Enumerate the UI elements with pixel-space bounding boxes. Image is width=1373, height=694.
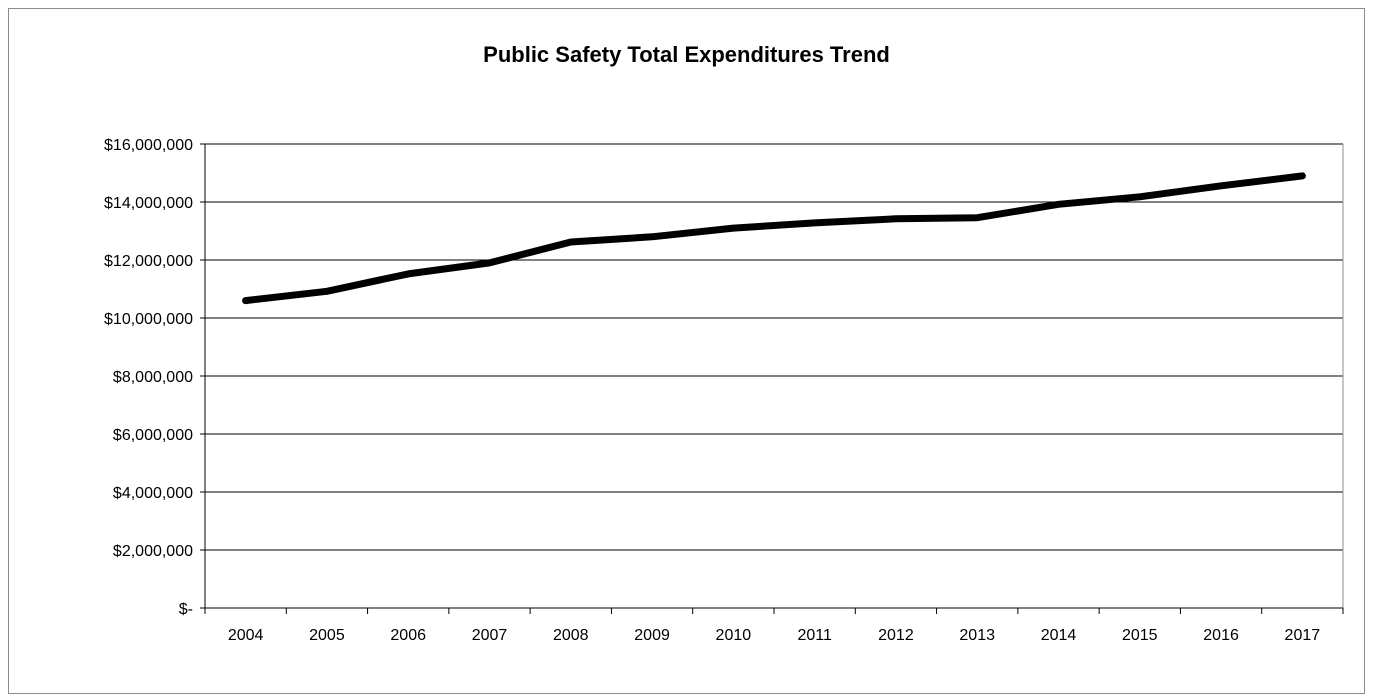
x-tick-label: 2004 (228, 627, 264, 644)
x-tick-label: 2010 (716, 627, 752, 644)
x-tick-label: 2005 (309, 627, 345, 644)
x-tick-label: 2014 (1041, 627, 1077, 644)
chart-frame (8, 8, 1365, 694)
x-tick-label: 2006 (390, 627, 426, 644)
y-tick-label: $8,000,000 (113, 369, 193, 386)
y-tick-label: $6,000,000 (113, 427, 193, 444)
x-tick-label: 2013 (959, 627, 995, 644)
y-tick-label: $4,000,000 (113, 485, 193, 502)
x-tick-label: 2015 (1122, 627, 1158, 644)
y-tick-label: $16,000,000 (104, 137, 193, 154)
x-tick-label: 2011 (797, 627, 832, 644)
x-tick-label: 2007 (472, 627, 508, 644)
y-tick-label: $14,000,000 (104, 195, 193, 212)
y-tick-label: $2,000,000 (113, 543, 193, 560)
x-tick-label: 2017 (1285, 627, 1321, 644)
x-tick-label: 2008 (553, 627, 589, 644)
chart-title: Public Safety Total Expenditures Trend (483, 42, 890, 67)
x-tick-label: 2009 (634, 627, 670, 644)
y-tick-label: $12,000,000 (104, 253, 193, 270)
x-tick-label: 2016 (1203, 627, 1239, 644)
x-tick-label: 2012 (878, 627, 914, 644)
y-tick-label: $- (179, 601, 193, 618)
y-tick-label: $10,000,000 (104, 311, 193, 328)
series-line (242, 172, 1306, 305)
